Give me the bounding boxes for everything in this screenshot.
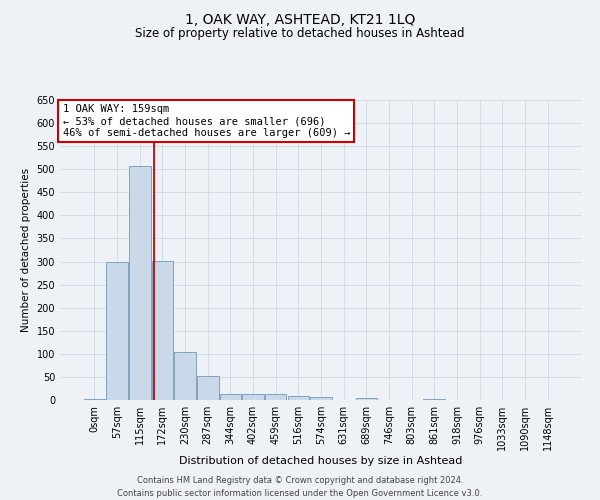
Bar bbox=[265, 394, 286, 400]
Bar bbox=[197, 376, 218, 400]
Bar bbox=[310, 397, 332, 400]
Bar bbox=[356, 398, 377, 400]
Bar bbox=[129, 166, 151, 400]
Text: Size of property relative to detached houses in Ashtead: Size of property relative to detached ho… bbox=[135, 28, 465, 40]
Text: 1 OAK WAY: 159sqm
← 53% of detached houses are smaller (696)
46% of semi-detache: 1 OAK WAY: 159sqm ← 53% of detached hous… bbox=[62, 104, 350, 138]
Bar bbox=[242, 394, 264, 400]
Text: Contains HM Land Registry data © Crown copyright and database right 2024.
Contai: Contains HM Land Registry data © Crown c… bbox=[118, 476, 482, 498]
Bar bbox=[84, 398, 105, 400]
Text: 1, OAK WAY, ASHTEAD, KT21 1LQ: 1, OAK WAY, ASHTEAD, KT21 1LQ bbox=[185, 12, 415, 26]
Bar bbox=[152, 260, 173, 400]
X-axis label: Distribution of detached houses by size in Ashtead: Distribution of detached houses by size … bbox=[179, 456, 463, 466]
Bar bbox=[220, 394, 241, 400]
Bar bbox=[424, 399, 445, 400]
Bar bbox=[106, 262, 128, 400]
Y-axis label: Number of detached properties: Number of detached properties bbox=[21, 168, 31, 332]
Bar bbox=[175, 352, 196, 400]
Bar bbox=[287, 396, 309, 400]
